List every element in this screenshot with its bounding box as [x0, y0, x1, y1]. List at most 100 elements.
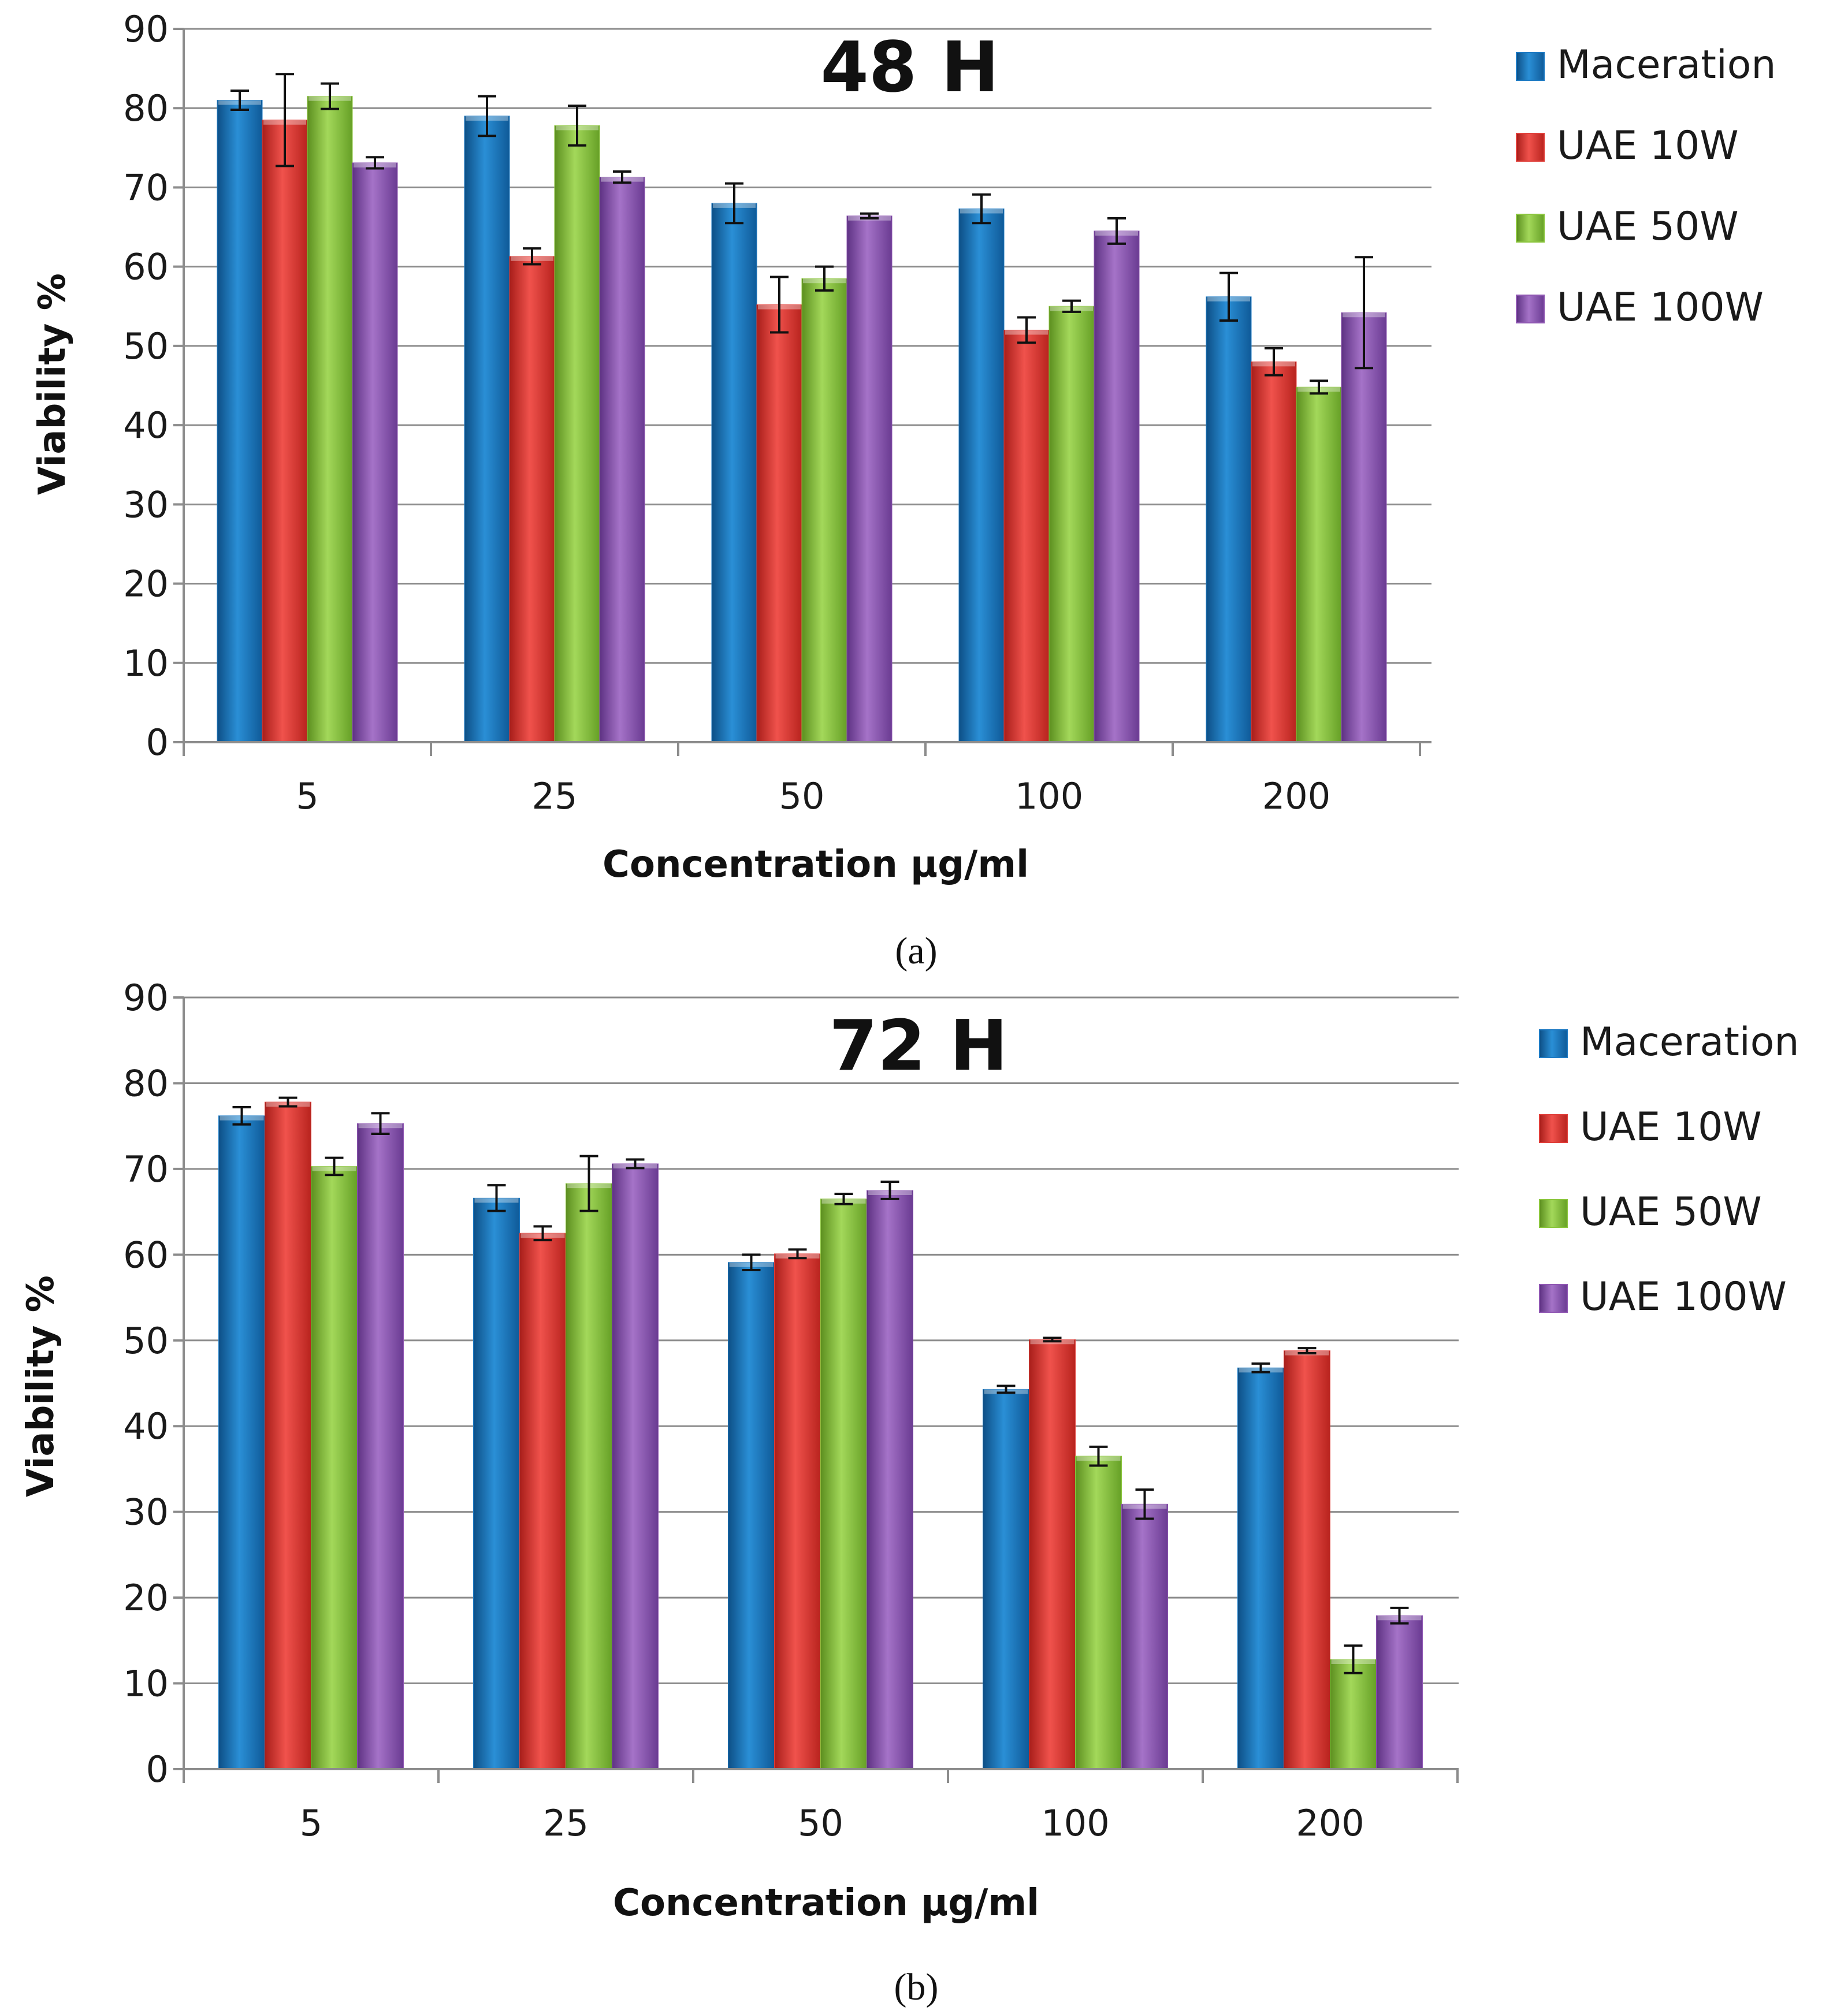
legend-swatch [1539, 1199, 1568, 1228]
y-tick-label: 70 [123, 1148, 169, 1190]
bar [1237, 1367, 1284, 1770]
x-tick-label: 200 [1262, 775, 1330, 817]
bar [1330, 1659, 1377, 1770]
x-tick-label: 50 [779, 775, 825, 817]
bar [1251, 361, 1297, 743]
legend-label: UAE 100W [1557, 285, 1764, 330]
panel-caption: (b) [894, 1966, 939, 2008]
bar [612, 1163, 659, 1770]
bar [1121, 1503, 1168, 1770]
x-tick-label: 50 [798, 1802, 843, 1844]
y-tick-label: 40 [123, 1405, 169, 1447]
bar [1003, 329, 1050, 743]
bar [357, 1123, 404, 1770]
legend-label: UAE 10W [1580, 1104, 1762, 1150]
bar [1075, 1455, 1122, 1770]
legend-swatch [1516, 133, 1545, 162]
y-tick-label: 40 [123, 404, 169, 446]
x-axis-label: Concentration µg/ml [613, 1882, 1039, 1924]
panel-b-y-ticks: 0 10 20 30 40 50 60 70 80 90 [123, 977, 169, 1790]
bar [217, 100, 263, 743]
y-tick-label: 30 [123, 1491, 169, 1533]
bar [867, 1190, 913, 1770]
panel-a-errorbars [230, 73, 1373, 395]
panel-a-bars [217, 96, 1387, 743]
bar [820, 1198, 867, 1770]
bar [846, 215, 893, 743]
bar [473, 1197, 520, 1770]
legend-label: UAE 100W [1580, 1274, 1787, 1320]
x-tick-label: 25 [543, 1802, 589, 1844]
y-tick-label: 60 [123, 246, 169, 288]
y-tick-label: 80 [123, 1062, 169, 1104]
chart-title: 48 H [820, 28, 999, 108]
y-tick-label: 70 [123, 166, 169, 209]
bar [509, 256, 555, 743]
panel-a-axes [173, 28, 1431, 756]
panel-a: 0 10 20 30 40 50 60 70 80 90 5 25 50 100 200 48 H Via… [31, 8, 1776, 972]
panel-b-errorbars [232, 1096, 1409, 1674]
y-tick-label: 80 [123, 87, 169, 129]
bar [1048, 306, 1095, 743]
bar [801, 278, 847, 743]
panel-b: 0 10 20 30 40 50 60 70 80 90 5 25 50 100 200 72 H Via… [20, 977, 1799, 2008]
y-tick-label: 10 [123, 1663, 169, 1705]
bar [464, 116, 510, 743]
y-tick-label: 60 [123, 1234, 169, 1276]
bar [554, 125, 600, 743]
x-tick-label: 5 [300, 1802, 322, 1844]
bar [1376, 1615, 1423, 1770]
bar [1284, 1350, 1330, 1770]
bar [352, 162, 398, 743]
legend-label: UAE 50W [1580, 1189, 1762, 1235]
bar [756, 304, 802, 743]
legend-swatch [1539, 1284, 1568, 1313]
bar [519, 1233, 566, 1770]
bar [1296, 386, 1342, 743]
x-tick-label: 25 [532, 775, 578, 817]
y-tick-label: 90 [123, 8, 169, 50]
bar [728, 1262, 775, 1770]
panel-a-legend: Maceration UAE 10W UAE 50W UAE 100W [1516, 42, 1776, 330]
panel-b-legend: Maceration UAE 10W UAE 50W UAE 100W [1539, 1019, 1799, 1320]
x-tick-label: 200 [1296, 1802, 1364, 1844]
panel-a-x-ticks: 5 25 50 100 200 [296, 775, 1330, 817]
bar [1341, 312, 1387, 743]
panel-b-x-ticks: 5 25 50 100 200 [300, 1802, 1364, 1844]
y-tick-label: 50 [123, 1320, 169, 1362]
bar [958, 208, 1005, 743]
y-tick-label: 20 [123, 1577, 169, 1619]
chart-title: 72 H [829, 1006, 1007, 1086]
legend-swatch [1516, 52, 1545, 81]
panel-b-bars [218, 1101, 1423, 1770]
bar [311, 1166, 358, 1770]
y-tick-label: 0 [146, 1748, 169, 1790]
panel-b-axes [173, 996, 1459, 1783]
y-axis-label: Viability % [20, 1275, 62, 1497]
x-tick-label: 100 [1015, 775, 1083, 817]
legend-swatch [1516, 295, 1545, 323]
panel-caption: (a) [895, 930, 937, 972]
y-tick-label: 20 [123, 563, 169, 605]
bar [1206, 296, 1252, 743]
y-tick-label: 90 [123, 977, 169, 1019]
legend-swatch [1539, 1029, 1568, 1058]
x-tick-label: 100 [1041, 1802, 1109, 1844]
legend-swatch [1539, 1114, 1568, 1143]
bar [566, 1183, 612, 1770]
bar [983, 1388, 1029, 1770]
panel-a-y-ticks: 0 10 20 30 40 50 60 70 80 90 [123, 8, 169, 764]
y-axis-label: Viability % [31, 273, 74, 495]
y-tick-label: 0 [146, 721, 169, 764]
x-tick-label: 5 [296, 775, 318, 817]
bar [774, 1253, 821, 1770]
legend-label: UAE 10W [1557, 123, 1739, 169]
legend-swatch [1516, 214, 1545, 243]
legend-label: UAE 50W [1557, 204, 1739, 250]
y-tick-label: 30 [123, 483, 169, 526]
legend-label: Maceration [1557, 42, 1776, 88]
bar [599, 177, 645, 743]
bar [1029, 1339, 1076, 1770]
bar [218, 1115, 265, 1770]
